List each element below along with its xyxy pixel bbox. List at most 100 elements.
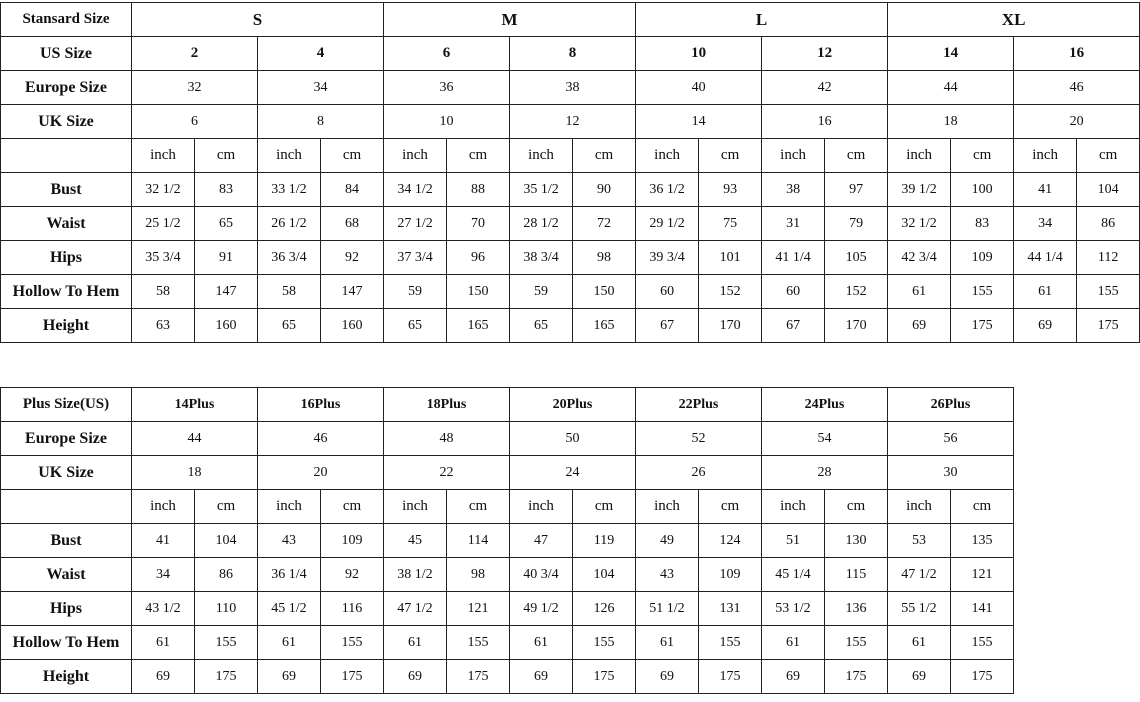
measurement-value: 69 [509,659,573,694]
europe-size-label: Europe Size [0,70,132,105]
unit-cm: cm [319,138,385,173]
measurement-value: 53 [887,523,951,558]
uk-size-value: 14 [635,104,763,139]
measurement-value: 152 [698,274,763,309]
measurement-label: Height [0,308,132,343]
measurement-row-hollow-to-hem: Hollow To Hem 61 155 61 155 61 155 61 155 61 155 61… [0,625,1014,660]
measurement-value: 59 [383,274,448,309]
measurement-row-hips: Hips 43 1/2 110 45 1/2 116 47 1/2 121 49 1/2 126… [0,591,1014,626]
measurement-value: 45 1/2 [257,591,321,626]
uk-size-value: 22 [383,455,510,490]
measurement-label: Waist [0,557,132,592]
unit-row: inch cm inch cm inch cm inch cm inch cm inch cm inch… [0,489,1014,524]
measurement-value: 136 [824,591,888,626]
measurement-value: 32 1/2 [887,206,952,241]
measurement-value: 86 [194,557,258,592]
measurement-value: 53 1/2 [761,591,825,626]
unit-inch: inch [635,138,700,173]
measurement-value: 165 [572,308,637,343]
europe-size-label: Europe Size [0,421,132,456]
measurement-value: 36 1/2 [635,172,700,207]
measurement-value: 114 [446,523,510,558]
unit-cm: cm [194,138,258,173]
unit-inch: inch [257,138,321,173]
measurement-row-waist: Waist 34 86 36 1/4 92 38 1/2 98 40 3/4 104 43 109 4… [0,557,1014,592]
measurement-value: 93 [698,172,763,207]
measurement-value: 67 [761,308,826,343]
measurement-value: 59 [509,274,574,309]
unit-inch: inch [131,138,195,173]
measurement-value: 69 [635,659,699,694]
measurement-label: Hips [0,591,132,626]
measurement-value: 175 [1076,308,1140,343]
measurement-value: 34 1/2 [383,172,448,207]
size-name: M [383,2,637,37]
unit-inch: inch [509,138,574,173]
measurement-row-height: Height 69 175 69 175 69 175 69 175 69 175 69 175 69 17… [0,659,1014,694]
measurement-value: 155 [824,625,888,660]
uk-size-value: 20 [257,455,384,490]
unit-inch: inch [383,489,447,524]
measurement-value: 68 [319,206,385,241]
unit-cm: cm [194,489,258,524]
measurement-value: 109 [698,557,762,592]
measurement-value: 38 [761,172,826,207]
uk-size-value: 10 [383,104,511,139]
measurement-row-height: Height 63 160 65 160 65 165 65 165 67 170 67 170 69 17… [0,308,1140,343]
uk-size-row: UK Size 6 8 10 12 14 16 18 20 [0,104,1140,139]
measurement-value: 63 [131,308,195,343]
europe-size-value: 42 [761,70,889,105]
measurement-value: 61 [383,625,447,660]
europe-size-value: 46 [257,421,384,456]
measurement-value: 67 [635,308,700,343]
europe-size-value: 46 [1013,70,1140,105]
measurement-label: Height [0,659,132,694]
measurement-value: 55 1/2 [887,591,951,626]
measurement-value: 51 1/2 [635,591,699,626]
europe-size-value: 38 [509,70,637,105]
measurement-value: 69 [887,659,951,694]
uk-size-value: 30 [887,455,1014,490]
measurement-value: 49 1/2 [509,591,573,626]
us-size-value: 2 [131,36,258,71]
measurement-value: 175 [572,659,636,694]
measurement-value: 155 [446,625,510,660]
europe-size-value: 48 [383,421,510,456]
measurement-value: 91 [194,240,258,275]
measurement-value: 147 [319,274,385,309]
size-name: L [635,2,889,37]
europe-size-value: 52 [635,421,762,456]
measurement-value: 49 [635,523,699,558]
measurement-value: 104 [572,557,636,592]
measurement-label: Waist [0,206,132,241]
measurement-value: 88 [446,172,511,207]
unit-inch: inch [1013,138,1078,173]
measurement-value: 43 1/2 [131,591,195,626]
measurement-value: 51 [761,523,825,558]
measurement-value: 60 [761,274,826,309]
measurement-value: 175 [950,659,1014,694]
measurement-value: 175 [446,659,510,694]
europe-size-value: 44 [887,70,1015,105]
measurement-value: 29 1/2 [635,206,700,241]
measurement-value: 110 [194,591,258,626]
europe-size-row: Europe Size 32 34 36 38 40 42 44 46 [0,70,1140,105]
us-size-value: 6 [383,36,511,71]
measurement-value: 61 [887,625,951,660]
measurement-value: 69 [131,659,195,694]
measurement-value: 37 3/4 [383,240,448,275]
size-name: 20Plus [509,387,636,422]
measurement-value: 175 [950,308,1015,343]
measurement-value: 69 [761,659,825,694]
measurement-value: 65 [383,308,448,343]
us-size-value: 8 [509,36,637,71]
unit-inch: inch [635,489,699,524]
measurement-value: 84 [319,172,385,207]
measurement-value: 61 [887,274,952,309]
measurement-value: 75 [698,206,763,241]
unit-inch: inch [887,138,952,173]
measurement-value: 65 [194,206,258,241]
measurement-value: 155 [950,274,1015,309]
unit-inch: inch [887,489,951,524]
measurement-value: 45 1/4 [761,557,825,592]
